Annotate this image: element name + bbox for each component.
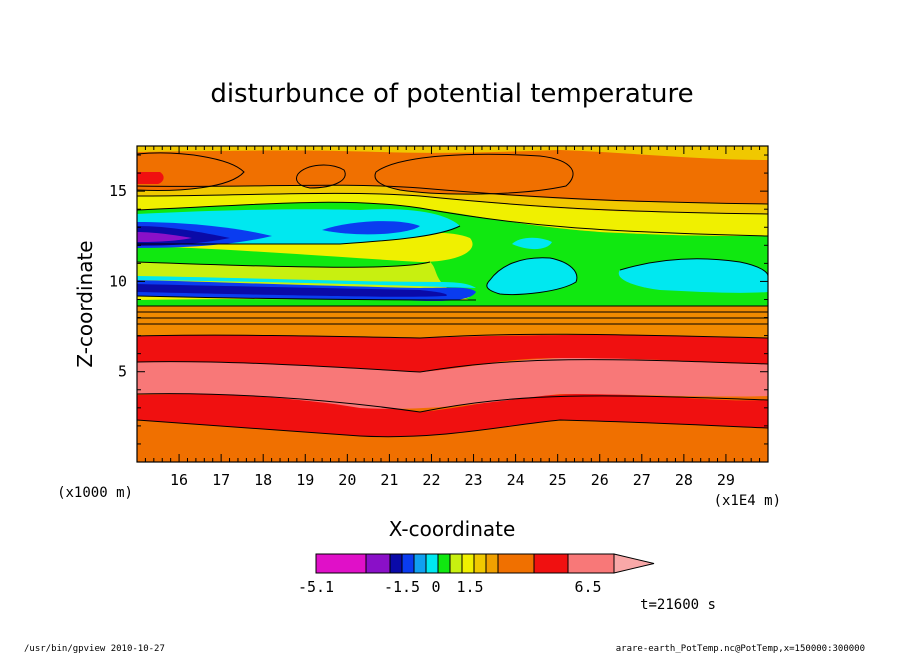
band-blue-center [322, 221, 420, 235]
x-tick-label: 18 [254, 471, 272, 489]
band-cyan-right [618, 258, 768, 293]
band-yellow-top [137, 185, 768, 214]
plot-area [137, 146, 768, 462]
x-tick-label: 26 [591, 471, 609, 489]
colorbar-swatch [437, 553, 451, 574]
time-label: t=21600 s [640, 597, 716, 613]
x-tick-label: 16 [170, 471, 188, 489]
colorbar [315, 553, 655, 574]
x-tick-label: 24 [507, 471, 525, 489]
chart-title: disturbunce of potential temperature [210, 79, 693, 109]
footer-right: arare-earth_PotTemp.nc@PotTemp,x=150000:… [616, 644, 865, 654]
x-tick-label: 21 [380, 471, 398, 489]
x-tick-label: 23 [465, 471, 483, 489]
y-axis-label: Z-coordinate [73, 240, 97, 367]
band-magenta-upper [137, 232, 192, 242]
colorbar-arrow [613, 553, 655, 574]
colorbar-swatch [389, 553, 403, 574]
colorbar-label: -1.5 [384, 578, 420, 596]
y-tick-label: 10 [109, 272, 127, 290]
x-tick-label: 22 [422, 471, 440, 489]
contour-lines [137, 152, 768, 438]
footer-left: /usr/bin/gpview 2010-10-27 [24, 644, 165, 654]
y-axis: 5 10 15 [109, 154, 768, 463]
colorbar-swatch [567, 553, 615, 574]
colorbar-swatch [449, 553, 463, 574]
colorbar-swatch [533, 553, 569, 574]
colorbar-swatch [461, 553, 475, 574]
band-cyan-strip-lower [137, 276, 476, 288]
band-top-orange-left [137, 152, 244, 191]
x-tick-label: 25 [549, 471, 567, 489]
colorbar-swatch [497, 553, 535, 574]
x-axis: 16 17 18 19 20 21 22 23 24 25 26 27 28 29 [136, 146, 769, 489]
band-yellow-upper [137, 193, 768, 236]
colorbar-swatch [485, 553, 499, 574]
colorbar-swatch [365, 553, 391, 574]
y-tick-label: 5 [118, 363, 127, 381]
colorbar-swatch [315, 553, 367, 574]
x-tick-label: 29 [717, 471, 735, 489]
band-mid-red [137, 333, 768, 372]
x-tick-label: 19 [296, 471, 314, 489]
band-top-orange-right [375, 154, 574, 195]
band-top-orange-center [296, 165, 346, 188]
band-cyan-small [512, 237, 552, 250]
band-top-red [137, 172, 164, 184]
band-cyan-center [486, 257, 577, 295]
colorbar-label: 6.5 [574, 578, 601, 596]
x-axis-label: X-coordinate [389, 517, 516, 541]
band-top-yellow [137, 146, 768, 160]
colorbar-labels: -5.1 -1.5 0 1.5 6.5 [298, 578, 602, 596]
x-tick-label: 27 [633, 471, 651, 489]
band-orange-mid [137, 306, 768, 338]
plot-frame [136, 145, 769, 463]
colorbar-swatch [425, 553, 439, 574]
colorbar-swatch [413, 553, 427, 574]
colorbar-swatch [473, 553, 487, 574]
colorbar-swatch [401, 553, 415, 574]
band-pink [137, 357, 768, 409]
y-tick-label: 15 [109, 182, 127, 200]
x-tick-label: 20 [338, 471, 356, 489]
colorbar-label: -5.1 [298, 578, 334, 596]
colorbar-label: 0 [431, 578, 440, 596]
colorbar-label: 1.5 [456, 578, 483, 596]
x-tick-label: 28 [675, 471, 693, 489]
x-scale-note: (x1E4 m) [714, 493, 781, 509]
y-scale-note: (x1000 m) [57, 485, 133, 501]
x-tick-label: 17 [212, 471, 230, 489]
band-navy-lower [137, 284, 447, 297]
band-lower-red [137, 393, 768, 437]
